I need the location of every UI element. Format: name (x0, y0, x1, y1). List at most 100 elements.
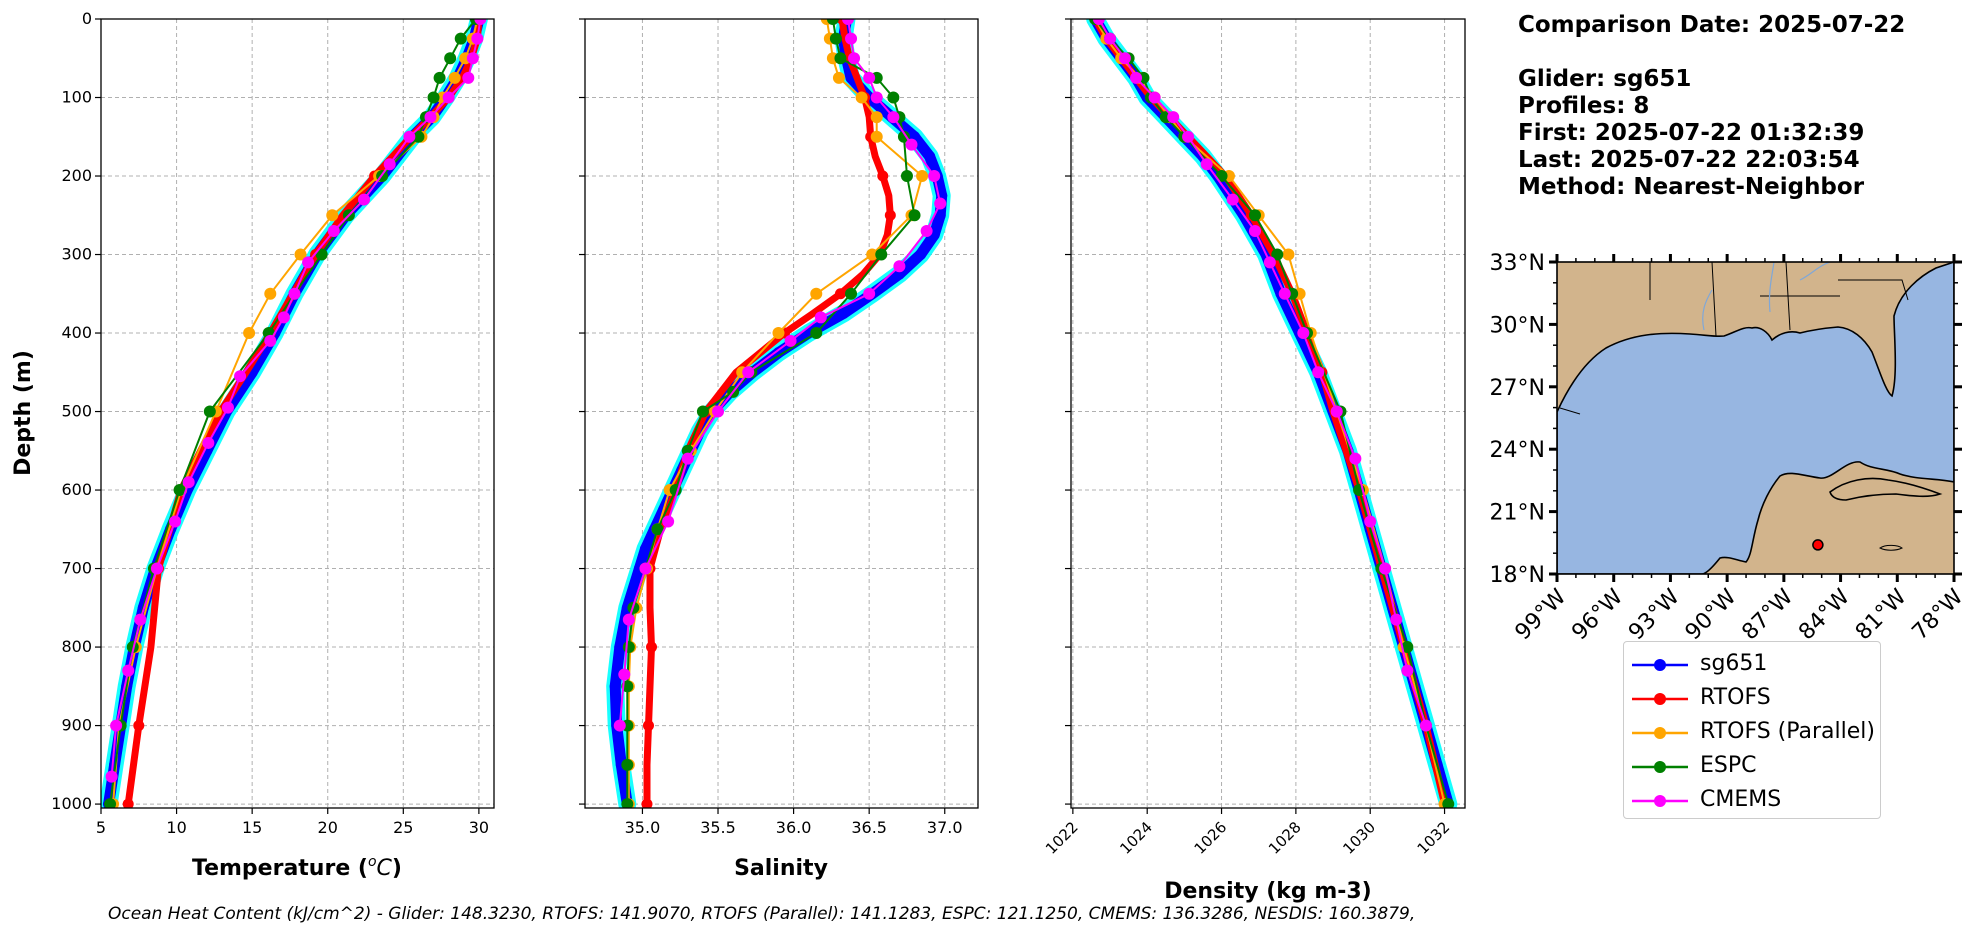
temperature-xlabel-word: Temperature (192, 856, 358, 881)
temperature-grid (100, 18, 494, 808)
depth-tick-label: 800 (61, 637, 92, 656)
profile-count: Profiles: 8 (1518, 93, 1650, 119)
temperature-cmems-point (234, 370, 247, 383)
salinity-xtick-label: 35.5 (700, 818, 736, 837)
salinity-sg651-point (609, 680, 621, 692)
first-time: First: 2025-07-22 01:32:39 (1518, 120, 1865, 146)
glider-name: Glider: sg651 (1518, 66, 1692, 92)
legend-swatch-cmems (1632, 795, 1688, 807)
temperature-rtofs-point (122, 798, 134, 808)
density-panel: 1022 1024 1026 1028 1030 1032 Density (kg m-3… (1042, 18, 1466, 904)
salinity-xtick-label: 35.0 (625, 818, 661, 837)
salinity-espc-point (651, 523, 664, 536)
salinity-espc-point (826, 19, 839, 25)
ocean-heat-content-footer: Ocean Heat Content (kJ/cm^2) - Glider: 1… (108, 904, 1416, 924)
density-cmems-point (1118, 52, 1131, 65)
info-spacer (1518, 39, 1905, 66)
density-espc-point (1248, 209, 1261, 222)
salinity-cmems-point (681, 452, 694, 465)
salinity-cmems-point (934, 197, 947, 210)
salinity-sg651-point (837, 307, 849, 319)
salinity-xtick-label: 36.0 (776, 818, 812, 837)
temperature-xlabel: Temperature (oC) (192, 854, 402, 881)
legend-swatch-rtofs (1632, 693, 1688, 705)
density-ticks: 1022 1024 1026 1028 1030 1032 (1042, 18, 1453, 858)
temperature-cmems-point (327, 224, 340, 237)
salinity-cmems-point (887, 111, 900, 124)
temperature-cmems-point (202, 436, 215, 449)
salinity-series (606, 19, 951, 808)
temperature-xlabel-paren-close: ) (392, 856, 402, 881)
salinity-cmems-point (618, 668, 631, 681)
temperature-unit-c: C (377, 856, 393, 881)
salinity-cmems-point (814, 311, 827, 324)
salinity-rtofs-parallel-point (772, 327, 785, 340)
map-panel: 99°W96°W93°W90°W87°W84°W81°W78°W 33°N 30°N… (1490, 251, 1969, 645)
salinity-cmems-point (848, 52, 861, 65)
density-cmems-point (1104, 32, 1117, 45)
salinity-cmems-point (784, 334, 797, 347)
density-cmems-point (1364, 515, 1377, 528)
temperature-espc-point (315, 248, 328, 261)
salinity-rtofs-parallel-point (916, 170, 929, 183)
temperature-cmems-point (442, 91, 455, 104)
temperature-rtofs-point (133, 720, 145, 732)
density-cmems-point (1297, 327, 1310, 340)
temperature-rtofs-parallel-point (264, 287, 277, 300)
jamaica-island (1879, 544, 1903, 551)
density-rtofs-parallel-point (1282, 248, 1295, 261)
comparison-date: Comparison Date: 2025-07-22 (1518, 12, 1906, 38)
temperature-series (101, 19, 488, 808)
salinity-cmems-point (712, 405, 725, 418)
temperature-cmems-point (403, 130, 416, 143)
map-frame (1556, 261, 1955, 575)
salinity-cmems-point (893, 260, 906, 273)
map-lat-label: 30°N (1490, 313, 1545, 338)
temperature-cmems-point (182, 476, 195, 489)
salinity-cmems-point (842, 19, 855, 25)
density-xtick-label: 1030 (1339, 818, 1379, 858)
density-xtick-label: 1022 (1042, 818, 1082, 858)
density-cmems-point (1248, 224, 1261, 237)
temperature-espc-point (427, 91, 440, 104)
density-cmems-point (1330, 405, 1343, 418)
temperature-cmems-point (302, 256, 315, 269)
legend-item-rtofs-parallel: RTOFS (Parallel) (1624, 716, 1880, 750)
map-lon-label: 84°W (1794, 584, 1855, 645)
density-series (1086, 19, 1458, 808)
salinity-sg651-point (915, 249, 927, 261)
density-cmems-point (1200, 158, 1213, 171)
salinity-cmems-line (618, 19, 942, 726)
salinity-cmems-point (928, 170, 941, 183)
temperature-rtofs-parallel-point (448, 71, 461, 84)
density-cmems-point (1092, 19, 1105, 25)
density-espc-point (1442, 798, 1455, 808)
salinity-ticks: 35.0 35.5 36.0 36.5 37.0 (579, 18, 963, 837)
density-xtick-label: 1026 (1191, 818, 1231, 858)
temperature-espc-point (126, 641, 139, 654)
map-lon-label: 87°W (1737, 584, 1798, 645)
depth-tick-label: 600 (61, 480, 92, 499)
legend-item-cmems: CMEMS (1624, 784, 1880, 818)
salinity-xtick-label: 36.5 (851, 818, 887, 837)
legend-swatch-marker (1654, 693, 1666, 705)
temperature-rtofs-parallel-point (326, 209, 339, 222)
temperature-cmems-point (105, 770, 118, 783)
salinity-cmems-point (905, 138, 918, 151)
salinity-cmems-point (863, 71, 876, 84)
salinity-espc-point (900, 170, 913, 183)
density-xlabel: Density (kg m-3) (1164, 879, 1372, 904)
temperature-cmems-point (424, 111, 437, 124)
depth-tick-label: 900 (61, 716, 92, 735)
salinity-sg651-point (924, 150, 936, 162)
legend-item-espc: ESPC (1624, 750, 1880, 784)
density-xtick-label: 1028 (1265, 818, 1305, 858)
salinity-espc-point (845, 287, 858, 300)
temperature-cmems-point (169, 515, 182, 528)
density-grid (1071, 18, 1465, 808)
last-time: Last: 2025-07-22 22:03:54 (1518, 147, 1860, 173)
salinity-espc-point (908, 209, 921, 222)
temperature-frame (100, 18, 495, 809)
density-cmems-point (1419, 719, 1432, 732)
